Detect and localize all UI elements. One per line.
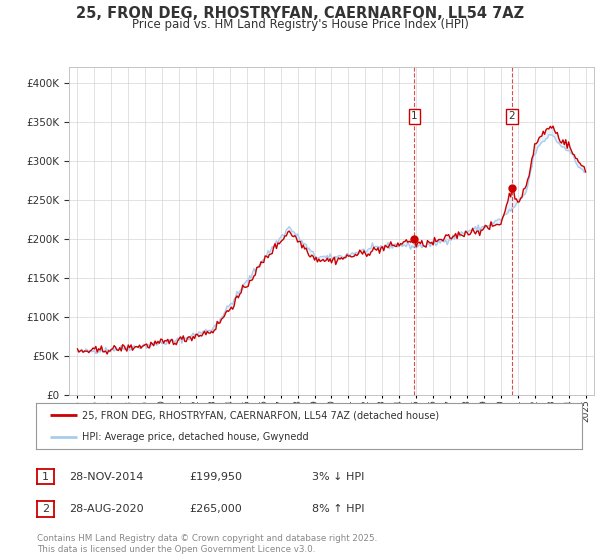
- Text: 25, FRON DEG, RHOSTRYFAN, CAERNARFON, LL54 7AZ (detached house): 25, FRON DEG, RHOSTRYFAN, CAERNARFON, LL…: [82, 410, 440, 420]
- Text: HPI: Average price, detached house, Gwynedd: HPI: Average price, detached house, Gwyn…: [82, 432, 309, 442]
- Text: 2: 2: [42, 504, 49, 514]
- Text: Price paid vs. HM Land Registry's House Price Index (HPI): Price paid vs. HM Land Registry's House …: [131, 18, 469, 31]
- Text: 1: 1: [42, 472, 49, 482]
- Text: 28-NOV-2014: 28-NOV-2014: [69, 472, 143, 482]
- Text: 2: 2: [509, 111, 515, 122]
- Text: 8% ↑ HPI: 8% ↑ HPI: [312, 504, 365, 514]
- Text: 28-AUG-2020: 28-AUG-2020: [69, 504, 143, 514]
- Text: Contains HM Land Registry data © Crown copyright and database right 2025.
This d: Contains HM Land Registry data © Crown c…: [37, 534, 377, 554]
- Text: £199,950: £199,950: [189, 472, 242, 482]
- Text: £265,000: £265,000: [189, 504, 242, 514]
- Text: 1: 1: [411, 111, 418, 122]
- Text: 25, FRON DEG, RHOSTRYFAN, CAERNARFON, LL54 7AZ: 25, FRON DEG, RHOSTRYFAN, CAERNARFON, LL…: [76, 6, 524, 21]
- Text: 3% ↓ HPI: 3% ↓ HPI: [312, 472, 364, 482]
